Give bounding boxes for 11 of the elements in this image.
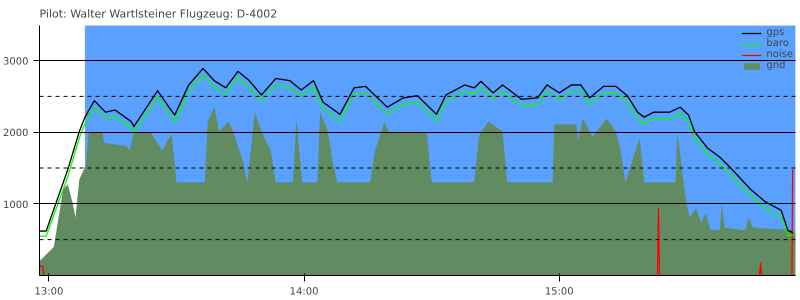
legend-label: gps (766, 27, 784, 38)
chart-title: Pilot: Walter Wartlsteiner Flugzeug: D-4002 (40, 8, 278, 20)
y-tick-label: 1000 (3, 200, 29, 211)
x-tick-label: 15:00 (544, 286, 574, 298)
x-tick-label: 14:00 (290, 286, 319, 298)
y-tick-label: 2000 (3, 128, 29, 140)
legend-label: gnd (766, 60, 786, 71)
legend-label: baro (766, 38, 789, 49)
x-tick-label: 13:00 (34, 286, 64, 298)
legend-label: noise (766, 49, 793, 60)
y-tick-label: 3000 (3, 56, 29, 68)
